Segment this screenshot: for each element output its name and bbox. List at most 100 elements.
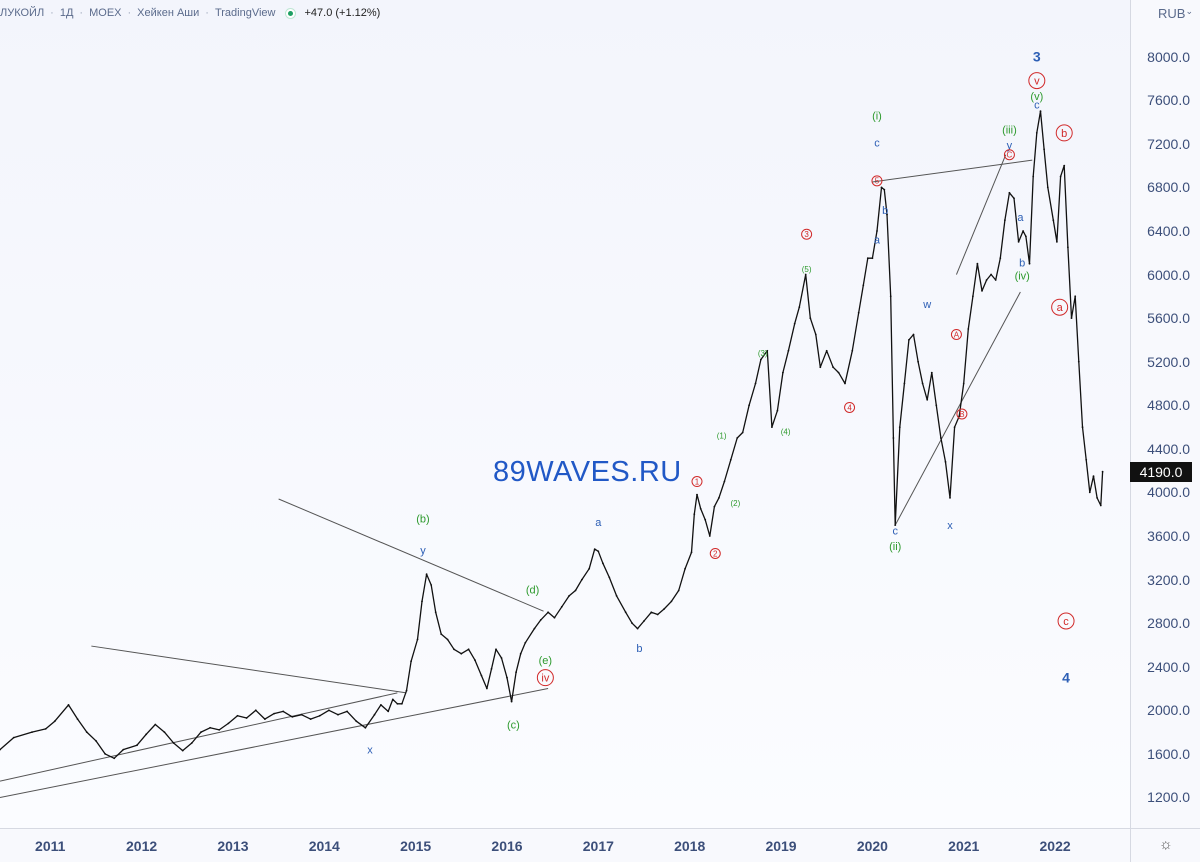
price-point	[935, 404, 938, 407]
price-axis[interactable]: RUB⌄	[1130, 0, 1200, 828]
price-point	[926, 398, 929, 401]
chart-style-label: Хейкен Аши	[137, 7, 200, 19]
price-point	[254, 709, 257, 712]
chevron-down-icon: ⌄	[1185, 6, 1193, 16]
wave-label: (v)	[1030, 91, 1043, 103]
trend-line	[91, 645, 407, 694]
wave-label-circle	[956, 408, 968, 420]
price-point	[851, 349, 854, 352]
wave-label: (iv)	[1015, 271, 1030, 283]
chart-plot-area[interactable]	[0, 0, 1130, 828]
price-point	[430, 584, 433, 586]
price-point	[766, 349, 769, 352]
price-point	[708, 535, 711, 537]
price-point	[670, 600, 673, 603]
price-point	[892, 437, 895, 439]
time-tick-label: 2017	[582, 838, 614, 854]
price-point	[387, 710, 390, 713]
price-point	[825, 349, 828, 352]
trend-line	[894, 291, 1021, 526]
price-point	[972, 295, 974, 298]
price-point	[539, 619, 542, 621]
price-point	[282, 710, 285, 713]
time-tick-label: 2011	[35, 838, 66, 854]
currency-selector[interactable]: RUB⌄	[1158, 6, 1193, 21]
price-point	[1043, 148, 1045, 151]
wave-label: c	[874, 138, 880, 150]
symbol-label[interactable]: ЛУКОЙЛ	[0, 7, 45, 19]
price-point	[446, 638, 449, 641]
price-point	[1077, 360, 1080, 363]
price-point	[337, 713, 339, 716]
price-point	[453, 648, 455, 651]
price-point	[690, 551, 693, 554]
price-point	[677, 589, 680, 592]
price-point	[602, 562, 604, 565]
price-point	[894, 524, 897, 526]
price-point	[1039, 110, 1042, 112]
price-point	[218, 729, 221, 731]
wave-label: a	[874, 235, 881, 247]
price-point	[495, 648, 497, 651]
price-point	[631, 622, 633, 625]
price-point	[809, 317, 812, 319]
price-point	[136, 744, 138, 747]
price-point	[474, 659, 476, 662]
price-point	[1081, 426, 1084, 428]
provider-label: TradingView	[214, 7, 276, 19]
interval-label[interactable]: 1Д	[59, 7, 74, 19]
wave-label: A	[954, 330, 960, 339]
price-point	[930, 371, 933, 374]
price-point	[95, 739, 97, 742]
price-point	[684, 567, 686, 570]
price-point	[346, 710, 348, 713]
time-tick-label: 2013	[217, 838, 249, 854]
wave-label: w	[922, 299, 931, 311]
trend-line	[955, 154, 1007, 275]
price-point	[328, 709, 330, 712]
price-tick-label: 6800.0	[1147, 179, 1190, 196]
price-point	[172, 742, 175, 744]
settings-icon[interactable]: ☼	[1159, 836, 1173, 853]
price-point	[593, 548, 596, 550]
wave-label: (4)	[781, 427, 791, 436]
wave-label: a	[1057, 302, 1064, 314]
time-tick-label: 2016	[491, 838, 523, 854]
wave-label: a	[1017, 212, 1024, 224]
wave-label-circle	[1028, 72, 1046, 90]
wave-label: (i)	[872, 110, 882, 122]
time-axis[interactable]	[0, 828, 1130, 862]
wave-label: C	[1007, 151, 1013, 160]
price-point	[1035, 132, 1038, 134]
wave-label: (b)	[416, 514, 429, 526]
price-point	[760, 358, 762, 361]
time-tick-label: 2020	[856, 838, 888, 854]
currency-label: RUB	[1158, 6, 1186, 21]
time-tick-label: 2021	[948, 838, 980, 854]
trend-line	[872, 159, 1033, 183]
price-point	[615, 595, 618, 597]
price-point	[1025, 235, 1027, 238]
wave-label: b	[1019, 258, 1025, 270]
watermark-text: 89WAVES.RU	[493, 456, 682, 488]
chart-header: ЛУКОЙЛ · 1Д · MOEX · Хейкен Аши · TradingVie…	[0, 7, 381, 19]
price-point	[1013, 197, 1015, 200]
price-point	[236, 714, 239, 717]
wave-label: b	[636, 643, 642, 655]
price-point	[1022, 230, 1024, 232]
wave-label: (ii)	[889, 541, 901, 553]
price-point	[597, 550, 600, 553]
price-point	[227, 722, 230, 725]
price-point	[1032, 175, 1035, 178]
market-status-icon	[285, 7, 297, 19]
trend-line	[0, 692, 398, 782]
price-point	[291, 716, 294, 718]
price-tick-label: 6000.0	[1147, 266, 1190, 283]
price-point	[318, 714, 321, 717]
price-point	[560, 605, 563, 608]
price-tick-label: 1600.0	[1147, 745, 1190, 762]
time-tick-label: 2014	[308, 838, 340, 854]
price-point	[434, 611, 437, 614]
wave-label-circle	[871, 175, 883, 187]
price-point	[903, 382, 906, 385]
